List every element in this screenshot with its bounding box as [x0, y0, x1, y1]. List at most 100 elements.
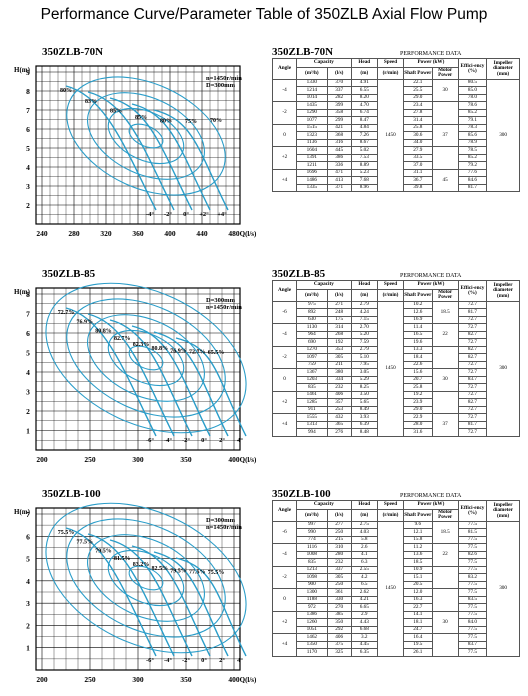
cell-shaft-power: 37.0 — [403, 161, 433, 170]
header-shaft-power: Shaft Power — [403, 289, 433, 302]
x-tick-label: 400 — [228, 455, 240, 464]
head-curve — [175, 557, 247, 657]
header-impeller: Impeller diameter (mm) — [486, 500, 520, 522]
efficiency-label: 75.5% — [208, 570, 225, 576]
header-capacity-ls: (l/s) — [326, 67, 352, 80]
cell-efficiency: 78.3 — [457, 123, 488, 133]
cell-capacity-ls: 399 — [326, 101, 352, 110]
cell-angle: -4 — [271, 323, 298, 347]
table-row: -6 997 277 2.75 1450 9.6 18.5 77.5 300 — [271, 520, 520, 657]
blade-angle-label: -6° — [146, 657, 154, 664]
cell-capacity-m3h: 1696 — [296, 168, 328, 178]
efficiency-label: 75.5% — [58, 530, 75, 536]
cell-capacity-m3h: 892 — [296, 308, 328, 317]
cell-head: 6.55 — [350, 86, 378, 95]
table-row: 1323 368 7.26 30.6 85.6 — [273, 131, 520, 140]
header-shaft-power: Shaft Power — [403, 67, 433, 80]
cell-capacity-m3h: 975 — [296, 300, 328, 310]
header-angle: Angle — [271, 58, 298, 80]
header-head-unit: (m) — [350, 67, 378, 80]
cell-efficiency: 77.5 — [457, 580, 488, 590]
cell-shaft-power: 14.1 — [403, 610, 433, 620]
table-title: 350ZLB-100 — [272, 488, 331, 500]
cell-efficiency: 84.6 — [457, 176, 488, 185]
performance-curve-chart: H(m) Q(l/s) 240 280 320 360 400 440 480 2 3 4 5 6 7 8 9 n… — [10, 58, 260, 244]
x-tick-label: 240 — [36, 229, 48, 238]
cell-shaft-power: 12.6 — [403, 308, 433, 317]
cell-motor-power: 22 — [431, 323, 459, 347]
cell-efficiency: 77.5 — [457, 625, 488, 635]
cell-speed: 1450 — [376, 300, 405, 437]
head-curve — [65, 527, 157, 657]
cell-angle: +4 — [271, 633, 298, 657]
cell-efficiency: 82.7 — [457, 398, 488, 407]
cell-capacity-ls: 421 — [326, 123, 352, 133]
header-efficiency: Effici-ency (%) — [457, 500, 488, 522]
cell-motor-power — [431, 390, 459, 415]
cell-speed: 1450 — [376, 78, 405, 193]
cell-motor-power: 22 — [431, 543, 459, 567]
cell-capacity-ls: 445 — [326, 146, 352, 155]
cell-head: 5.20 — [350, 330, 378, 340]
cell-shaft-power: 15.1 — [403, 573, 433, 582]
head-curve — [175, 337, 247, 437]
cell-capacity-m3h: 1313 — [296, 420, 328, 430]
blade-angle-label: 2° — [219, 437, 225, 444]
efficiency-label: 65.5% — [208, 350, 225, 356]
cell-capacity-ls: 361 — [326, 588, 352, 597]
efficiency-curve — [66, 518, 226, 638]
header-head-unit: (m) — [350, 289, 378, 302]
cell-capacity-m3h: 1097 — [296, 353, 328, 362]
cell-efficiency: 77.6 — [457, 168, 488, 178]
cell-head: 6.39 — [350, 420, 378, 430]
cell-impeller: 300 — [486, 520, 520, 657]
cell-angle: 0 — [271, 368, 298, 392]
cell-efficiency: 83.7 — [457, 375, 488, 385]
header-power: Power (kW) — [403, 58, 459, 68]
y-tick-label: 2 — [26, 621, 30, 630]
cell-capacity-m3h: 1270 — [296, 345, 328, 355]
efficiency-label: 82.3% — [133, 342, 150, 348]
cell-motor-power: 30 — [431, 78, 459, 103]
cell-shaft-power: 18.4 — [403, 353, 433, 362]
cell-capacity-ls: 268 — [326, 330, 352, 340]
cell-shaft-power: 29.0 — [403, 405, 433, 415]
cell-efficiency: 78.5 — [457, 146, 488, 155]
cell-shaft-power: 31.6 — [403, 428, 433, 437]
cell-capacity-m3h: 1300 — [296, 588, 328, 597]
cell-capacity-m3h: 1290 — [296, 108, 328, 118]
cell-capacity-ls: 250 — [326, 528, 352, 537]
performance-data-label: PERFORMANCE DATA — [400, 273, 462, 279]
cell-shaft-power: 30.6 — [403, 131, 433, 140]
efficiency-curve — [128, 123, 164, 149]
header-head: Head — [350, 500, 378, 510]
cell-efficiency: 78.0 — [457, 93, 488, 103]
x-tick-label: 200 — [36, 455, 48, 464]
cell-capacity-ls: 365 — [326, 420, 352, 430]
cell-capacity-ls: 337 — [326, 86, 352, 95]
chart-info: n=1450r/min — [206, 75, 242, 82]
cell-efficiency: 84.0 — [457, 618, 488, 627]
cell-head: 8.67 — [350, 138, 378, 148]
efficiency-curve — [107, 549, 185, 607]
head-curve — [153, 551, 229, 657]
efficiency-label: 83.2% — [133, 562, 150, 568]
cell-capacity-ls: 375 — [326, 640, 352, 650]
cell-efficiency: 83.2 — [457, 573, 488, 582]
cell-efficiency: 85.0 — [457, 86, 488, 95]
cell-capacity-ls: 406 — [326, 633, 352, 642]
cell-efficiency: 82.7 — [457, 330, 488, 340]
y-tick-label: 5 — [26, 144, 30, 153]
blade-angle-label: -2° — [182, 657, 190, 664]
cell-angle: -4 — [271, 78, 298, 103]
cell-motor-power — [431, 101, 459, 125]
efficiency-label: 70% — [210, 118, 222, 124]
cell-impeller: 300 — [486, 300, 520, 437]
head-curve — [87, 91, 175, 211]
cell-head: 4.91 — [350, 78, 378, 88]
cell-efficiency: 77.5 — [457, 603, 488, 612]
cell-capacity-ls: 215 — [326, 535, 352, 545]
cell-efficiency: 81.7 — [457, 308, 488, 317]
efficiency-label: 77.5% — [189, 570, 206, 576]
cell-head: 2.79 — [350, 300, 378, 310]
